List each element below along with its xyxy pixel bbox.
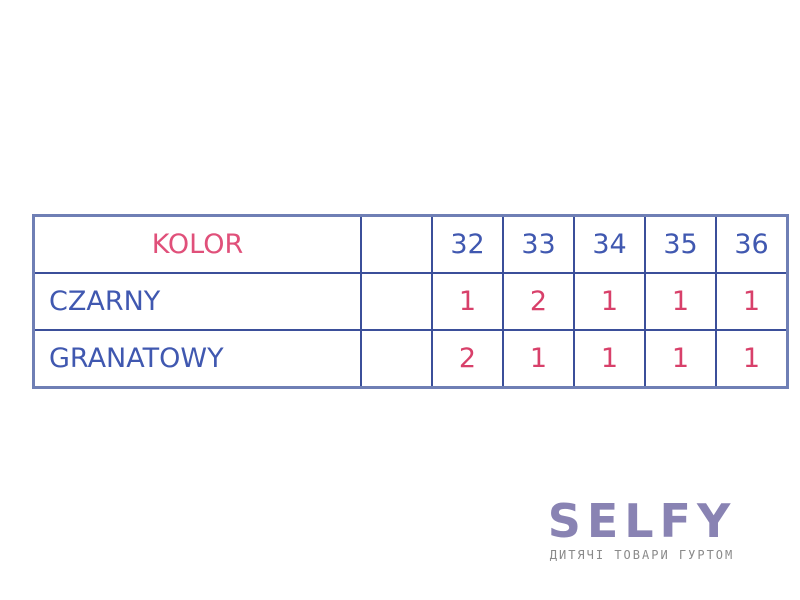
quantity-cell: 2 — [431, 329, 504, 389]
quantity-cell: 1 — [715, 329, 789, 389]
selfy-logo: SELFY ДИТЯЧІ ТОВАРИ ГУРТОМ — [512, 496, 772, 562]
quantity-cell: 1 — [431, 272, 504, 331]
blank-cell — [360, 329, 433, 389]
quantity-cell: 2 — [502, 272, 575, 331]
header-size: 34 — [573, 214, 646, 274]
quantity-cell: 1 — [644, 329, 717, 389]
table-row: CZARNY 1 2 1 1 1 — [32, 272, 789, 331]
table-header-row: KOLOR 32 33 34 35 36 — [32, 214, 789, 274]
row-color-label: CZARNY — [32, 272, 362, 331]
logo-brand: SELFY — [547, 494, 737, 548]
quantity-cell: 1 — [573, 272, 646, 331]
header-size: 35 — [644, 214, 717, 274]
quantity-cell: 1 — [715, 272, 789, 331]
header-blank-cell — [360, 214, 433, 274]
header-size: 36 — [715, 214, 789, 274]
logo-tagline: ДИТЯЧІ ТОВАРИ ГУРТОМ — [549, 548, 735, 562]
quantity-cell: 1 — [502, 329, 575, 389]
blank-cell — [360, 272, 433, 331]
header-size: 33 — [502, 214, 575, 274]
header-size: 32 — [431, 214, 504, 274]
size-color-table: KOLOR 32 33 34 35 36 CZARNY 1 2 1 1 1 GR… — [32, 214, 789, 389]
quantity-cell: 1 — [573, 329, 646, 389]
row-color-label: GRANATOWY — [32, 329, 362, 389]
quantity-cell: 1 — [644, 272, 717, 331]
table-row: GRANATOWY 2 1 1 1 1 — [32, 329, 789, 389]
header-kolor: KOLOR — [32, 214, 362, 274]
